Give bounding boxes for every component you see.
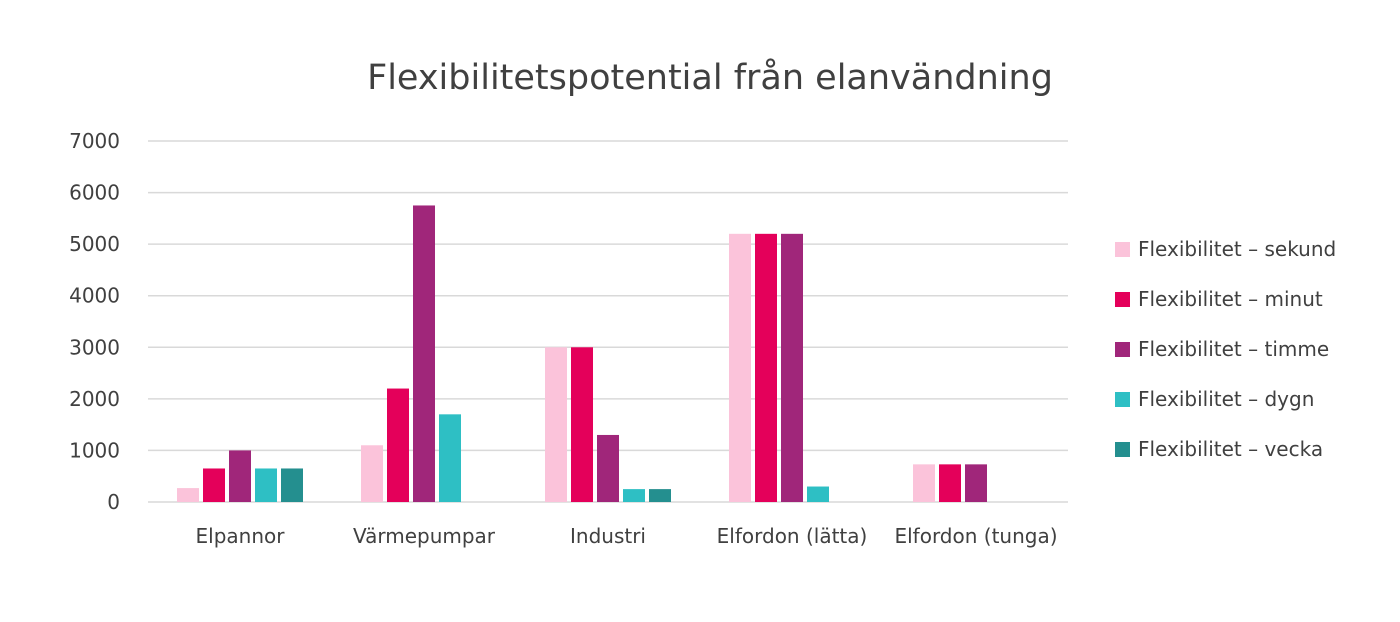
legend-label: Flexibilitet – sekund [1138,237,1337,261]
bar-1-3 [755,233,777,503]
bar-2-0 [229,450,251,502]
chart-title: Flexibilitetspotential från elanvändning [367,58,1053,98]
legend-label: Flexibilitet – dygn [1138,387,1315,411]
bar-3-0 [255,468,277,502]
bar-3-2 [623,489,645,502]
y-tick-label: 7000 [69,129,120,153]
y-tick-label: 2000 [69,387,120,411]
bar-0-1 [361,445,383,502]
bar-0-4 [913,464,935,502]
x-tick-label: Elpannor [196,524,286,548]
bar-0-0 [177,488,199,502]
bar-2-3 [781,233,803,503]
x-tick-label: Industri [570,524,646,548]
legend-swatch [1115,391,1130,407]
bar-1-4 [939,464,961,502]
y-tick-label: 3000 [69,335,120,359]
y-tick-label: 5000 [69,232,120,256]
legend-swatch [1115,441,1130,457]
bar-4-0 [281,468,303,502]
legend-item: Flexibilitet – dygn [1115,374,1336,424]
bar-0-2 [545,347,567,502]
legend-item: Flexibilitet – timme [1115,324,1336,374]
legend-label: Flexibilitet – timme [1138,337,1330,361]
y-tick-label: 0 [107,490,120,514]
bar-2-4 [965,464,987,502]
legend-swatch [1115,241,1130,257]
x-tick-label: Värmepumpar [353,524,496,548]
y-tick-label: 6000 [69,181,120,205]
legend-label: Flexibilitet – vecka [1138,437,1324,461]
legend-item: Flexibilitet – vecka [1115,424,1336,474]
y-tick-label: 4000 [69,284,120,308]
bar-1-2 [571,347,593,502]
bar-3-3 [807,486,829,502]
bar-3-1 [439,414,461,502]
legend-label: Flexibilitet – minut [1138,287,1323,311]
bar-2-2 [597,434,619,502]
bar-1-0 [203,468,225,502]
x-tick-label: Elfordon (tunga) [894,524,1057,548]
bar-2-1 [413,205,435,502]
y-tick-label: 1000 [69,438,120,462]
bar-1-1 [387,388,409,502]
legend-item: Flexibilitet – minut [1115,274,1336,324]
bar-0-3 [729,233,751,503]
legend-swatch [1115,341,1130,357]
bar-4-2 [649,489,671,502]
x-tick-label: Elfordon (lätta) [717,524,868,548]
legend-swatch [1115,291,1130,307]
legend-item: Flexibilitet – sekund [1115,224,1336,274]
legend: Flexibilitet – sekund Flexibilitet – minu… [1115,224,1336,474]
